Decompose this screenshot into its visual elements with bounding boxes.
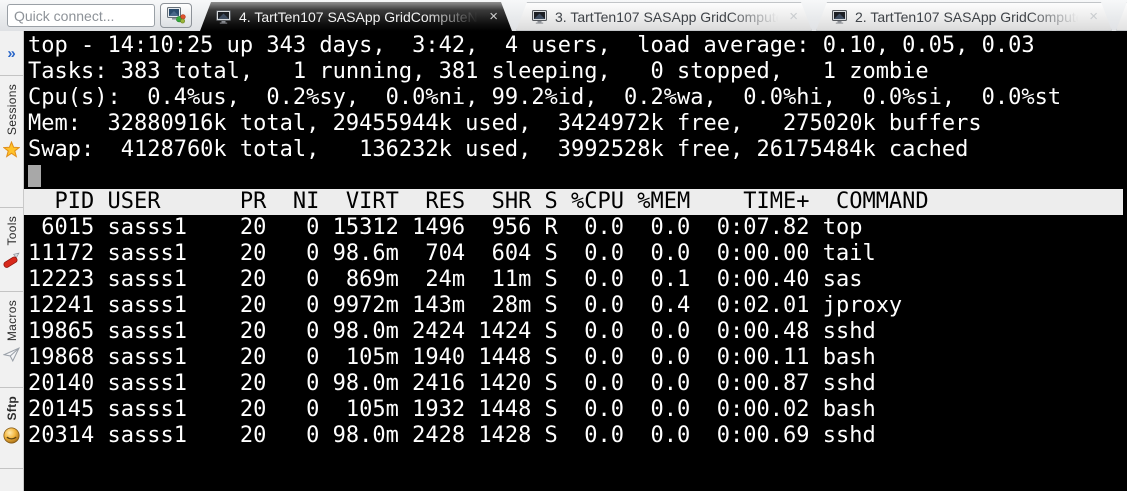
process-row: 19865 sasss1 20 0 98.0m 2424 1424 S 0.0 …: [28, 319, 876, 344]
window-body: » Sessions Tools Macros Sftp top - 14:10:25…: [0, 31, 1127, 491]
sidebar: » Sessions Tools Macros Sftp: [0, 31, 24, 491]
cursor-line: [28, 163, 1127, 189]
session-tab-1[interactable]: 4. TartTen107 SASApp GridComputeN ×: [200, 2, 512, 31]
sidebar-item-sftp[interactable]: Sftp: [0, 387, 23, 469]
quick-connect-area: [0, 0, 200, 31]
paper-plane-icon: [2, 347, 21, 367]
sidebar-item-tools[interactable]: Tools: [0, 207, 23, 291]
process-table-header: PID USER PR NI VIRT RES SHR S %CPU %MEM …: [24, 189, 1123, 215]
process-row: 19868 sasss1 20 0 105m 1940 1448 S 0.0 0…: [28, 345, 876, 370]
top-summary-line-5: Swap: 4128760k total, 136232k used, 3992…: [28, 137, 969, 162]
sidebar-item-label: Tools: [4, 216, 19, 246]
session-tabs: 4. TartTen107 SASApp GridComputeN × 3. Tar…: [200, 0, 1127, 31]
terminal-cursor: [28, 165, 41, 187]
terminal-monitor-icon: [216, 10, 233, 24]
top-summary-line-2: Tasks: 383 total, 1 running, 381 sleepin…: [28, 59, 929, 84]
terminal-output[interactable]: top - 14:10:25 up 343 days, 3:42, 4 user…: [24, 31, 1127, 491]
top-summary-line-3: Cpu(s): 0.4%us, 0.2%sy, 0.0%ni, 99.2%id,…: [28, 85, 1062, 110]
sidebar-item-label: Sessions: [4, 84, 19, 136]
top-summary-line-1: top - 14:10:25 up 343 days, 3:42, 4 user…: [28, 33, 1035, 58]
knife-icon: [3, 252, 20, 274]
process-row: 20145 sasss1 20 0 105m 1932 1448 S 0.0 0…: [28, 397, 876, 422]
terminal-monitor-icon: [832, 10, 849, 24]
session-manager-button[interactable]: [160, 3, 192, 28]
tab-title: 2. TartTen107 SASApp GridComputeNo: [855, 8, 1084, 25]
partial-session-tab[interactable]: [1116, 2, 1127, 31]
session-tab-3[interactable]: 2. TartTen107 SASApp GridComputeNo ×: [816, 2, 1112, 31]
terminal-monitor-icon: [532, 10, 549, 24]
tab-title: 4. TartTen107 SASApp GridComputeN: [239, 8, 478, 25]
quick-connect-input[interactable]: [7, 4, 155, 27]
process-row: 11172 sasss1 20 0 98.6m 704 604 S 0.0 0.…: [28, 241, 876, 266]
sidebar-expand-button[interactable]: »: [7, 44, 16, 62]
star-icon: [2, 140, 21, 163]
tab-title: 3. TartTen107 SASApp GridComputeNo: [555, 8, 784, 25]
tab-bar: 4. TartTen107 SASApp GridComputeN×3. Tar…: [0, 0, 1127, 31]
session-tab-2[interactable]: 3. TartTen107 SASApp GridComputeNo ×: [516, 2, 812, 31]
close-tab-icon[interactable]: ×: [789, 8, 798, 25]
process-row: 6015 sasss1 20 0 15312 1496 956 R 0.0 0.…: [28, 215, 863, 240]
top-summary-line-4: Mem: 32880916k total, 29455944k used, 34…: [28, 111, 982, 136]
sidebar-item-sessions[interactable]: Sessions: [0, 75, 23, 207]
sessions-monitor-icon: [166, 7, 186, 24]
close-tab-icon[interactable]: ×: [489, 8, 498, 25]
sidebar-item-label: Sftp: [4, 396, 19, 421]
sphere-icon: [3, 427, 20, 449]
sidebar-item-macros[interactable]: Macros: [0, 291, 23, 387]
process-row: 20140 sasss1 20 0 98.0m 2416 1420 S 0.0 …: [28, 371, 876, 396]
close-tab-icon[interactable]: ×: [1089, 8, 1098, 25]
process-row: 20314 sasss1 20 0 98.0m 2428 1428 S 0.0 …: [28, 423, 876, 448]
process-row: 12223 sasss1 20 0 869m 24m 11m S 0.0 0.1…: [28, 267, 863, 292]
process-row: 12241 sasss1 20 0 9972m 143m 28m S 0.0 0…: [28, 293, 903, 318]
sidebar-item-label: Macros: [4, 300, 19, 342]
sidebar-empty-space: [0, 469, 23, 491]
